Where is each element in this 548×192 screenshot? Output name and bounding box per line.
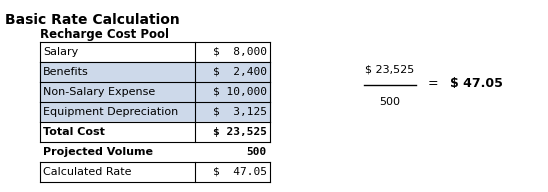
Text: $ 10,000: $ 10,000 [213, 87, 267, 97]
Text: Projected Volume: Projected Volume [43, 147, 153, 157]
Text: 500: 500 [247, 147, 267, 157]
Bar [40, 42, 270, 62]
Text: Equipment Depreciation: Equipment Depreciation [43, 107, 178, 117]
Text: Total Cost: Total Cost [43, 127, 105, 137]
Text: Non-Salary Expense: Non-Salary Expense [43, 87, 155, 97]
Text: $ 23,525: $ 23,525 [366, 65, 415, 75]
Text: Benefits: Benefits [43, 67, 89, 77]
Text: Basic Rate Calculation: Basic Rate Calculation [5, 13, 180, 27]
Text: $  2,400: $ 2,400 [213, 67, 267, 77]
Text: $  47.05: $ 47.05 [213, 167, 267, 177]
Text: Recharge Cost Pool: Recharge Cost Pool [40, 28, 169, 41]
Bar [40, 162, 270, 182]
Text: Salary: Salary [43, 47, 78, 57]
Text: $ 23,525: $ 23,525 [213, 127, 267, 137]
Bar [40, 122, 270, 142]
Text: =: = [428, 78, 438, 90]
Text: Calculated Rate: Calculated Rate [43, 167, 132, 177]
Bar [40, 62, 270, 82]
Bar [40, 102, 270, 122]
Text: $  3,125: $ 3,125 [213, 107, 267, 117]
Text: $  8,000: $ 8,000 [213, 47, 267, 57]
Bar [40, 82, 270, 102]
Text: $ 47.05: $ 47.05 [450, 78, 503, 90]
Text: 500: 500 [380, 97, 401, 107]
